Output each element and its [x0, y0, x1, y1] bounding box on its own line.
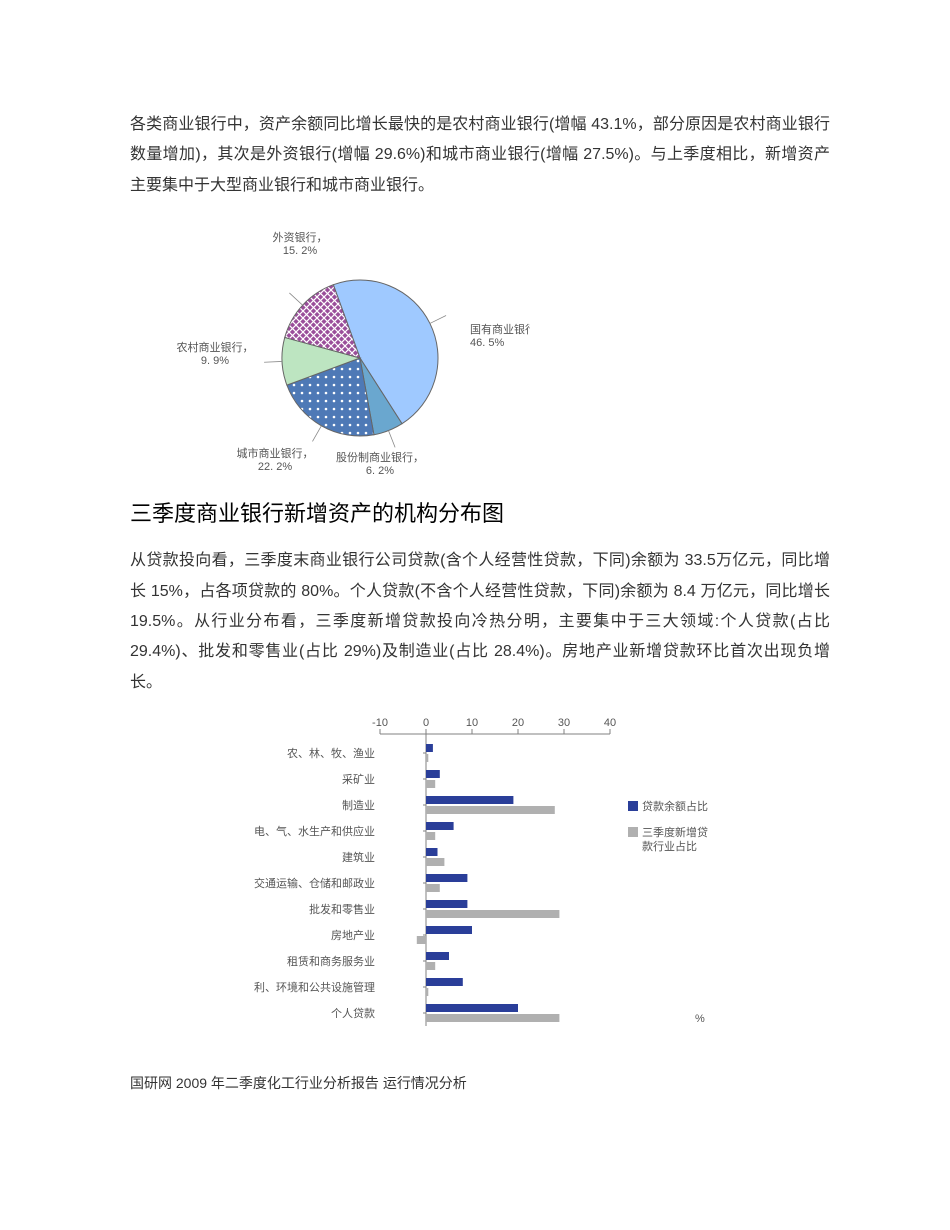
pie-chart-container: 国有商业银行，46. 5% 股份制商业银行，6. 2% 城市商业银行，22. 2% 农…	[170, 213, 830, 488]
bar-series1	[426, 1004, 518, 1012]
category-label: 交通运输、仓储和邮政业	[254, 876, 375, 890]
pie-slice-label: 国有商业银行，	[470, 322, 530, 336]
category-label: 租赁和商务服务业	[287, 954, 375, 968]
category-label: 利、环境和公共设施管理	[254, 980, 375, 994]
pie-slice-pct: 15. 2%	[283, 245, 317, 257]
pie-slice-pct: 9. 9%	[201, 355, 229, 367]
pie-slice-label: 股份制商业银行，	[336, 450, 424, 464]
legend-label: 款行业占比	[642, 839, 697, 853]
category-label: 采矿业	[342, 773, 375, 786]
pie-slice-label: 外资银行，	[273, 230, 328, 244]
x-tick-label: 0	[423, 717, 429, 729]
bar-series2	[426, 962, 435, 970]
bar-series2	[426, 858, 444, 866]
category-label: 个人贷款	[331, 1006, 375, 1020]
bar-series1	[426, 978, 463, 986]
bar-series1	[426, 744, 433, 752]
bar-series2	[426, 754, 428, 762]
bar-series1	[426, 952, 449, 960]
bar-series1	[426, 900, 467, 908]
bar-series2	[426, 806, 555, 814]
bar-chart-container: -10 0 10 20 30 40 农、林、牧、渔业采矿业制造业电、气、水生产和供应业建筑业…	[210, 710, 830, 1045]
pie-slice-pct: 6. 2%	[366, 465, 394, 477]
category-label: 批发和零售业	[309, 902, 375, 916]
legend-swatch	[628, 801, 638, 811]
pie-slice-pct: 22. 2%	[258, 461, 292, 473]
bar-series1	[426, 822, 454, 830]
bar-series1	[426, 926, 472, 934]
bar-series2	[426, 910, 559, 918]
bar-series1	[426, 874, 467, 882]
bar-series1	[426, 796, 513, 804]
footer-note: 国研网 2009 年二季度化工行业分析报告 运行情况分析	[130, 1073, 830, 1093]
x-tick-label: -10	[372, 717, 388, 729]
bar-series1	[426, 770, 440, 778]
pie-slice-pct: 46. 5%	[470, 337, 504, 349]
legend-label: 贷款余额占比	[642, 799, 708, 813]
bar-series2	[426, 832, 435, 840]
legend-swatch	[628, 827, 638, 837]
x-tick-label: 40	[604, 717, 616, 729]
bar-series2	[417, 936, 426, 944]
category-label: 房地产业	[331, 928, 375, 942]
bar-series2	[426, 1014, 559, 1022]
unit-label: %	[695, 1013, 705, 1025]
category-label: 农、林、牧、渔业	[287, 746, 375, 760]
bar-series1	[426, 848, 438, 856]
pie-chart: 国有商业银行，46. 5% 股份制商业银行，6. 2% 城市商业银行，22. 2% 农…	[170, 213, 530, 483]
x-tick-label: 20	[512, 717, 524, 729]
legend-label: 三季度新增贷	[642, 825, 708, 839]
x-tick-label: 30	[558, 717, 570, 729]
paragraph-2: 从贷款投向看，三季度末商业银行公司贷款(含个人经营性贷款，下同)余额为 33.5…	[130, 546, 830, 698]
category-label: 电、气、水生产和供应业	[254, 824, 375, 838]
category-label: 制造业	[342, 798, 375, 812]
bar-series2	[426, 884, 440, 892]
category-label: 建筑业	[342, 850, 375, 864]
pie-chart-title: 三季度商业银行新增资产的机构分布图	[130, 496, 830, 528]
x-tick-label: 10	[466, 717, 478, 729]
bar-series2	[426, 988, 428, 996]
pie-slice-label: 农村商业银行，	[177, 340, 254, 354]
pie-slice-label: 城市商业银行，	[237, 446, 314, 460]
bar-chart: -10 0 10 20 30 40 农、林、牧、渔业采矿业制造业电、气、水生产和供应业建筑业…	[210, 710, 730, 1040]
paragraph-1: 各类商业银行中，资产余额同比增长最快的是农村商业银行(增幅 43.1%，部分原因…	[130, 110, 830, 201]
bar-series2	[426, 780, 435, 788]
